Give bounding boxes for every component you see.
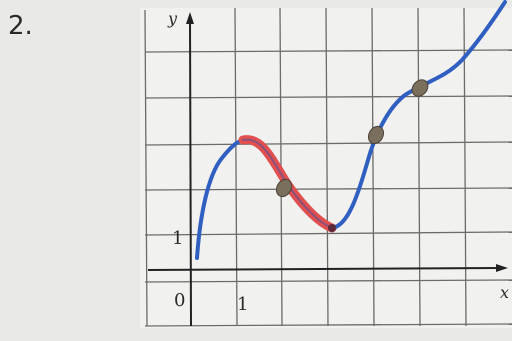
x-tick-label: 1	[237, 294, 248, 315]
y-tick-label: 1	[172, 228, 183, 249]
x-axis-label: x	[500, 283, 509, 302]
y-axis	[190, 20, 191, 326]
problem-number: 2.	[8, 11, 33, 41]
y-axis-label: y	[167, 9, 178, 28]
origin-label: 0	[174, 290, 185, 311]
page: {"problem_number": "2.", "graph": {"y_la…	[0, 0, 512, 341]
point	[328, 224, 336, 232]
photo: 2. y x 0 1 1	[0, 0, 512, 341]
